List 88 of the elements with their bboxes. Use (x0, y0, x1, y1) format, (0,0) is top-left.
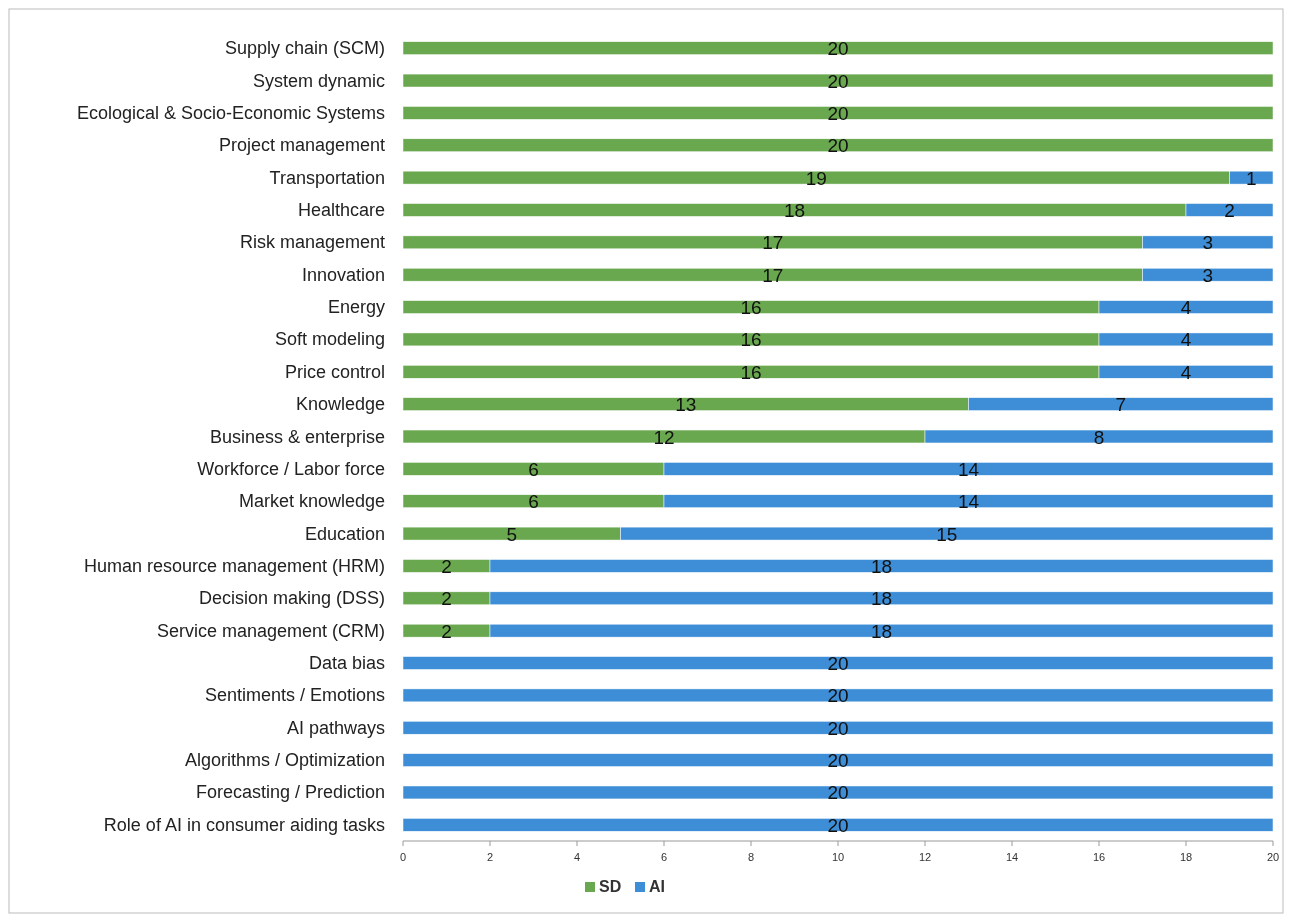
data-label: 6 (528, 458, 539, 480)
data-label: 1 (1245, 167, 1257, 189)
y-tick-label: Price control (284, 361, 385, 382)
data-label: 17 (762, 264, 784, 286)
data-label: 4 (1180, 297, 1192, 319)
x-tick-label: 10 (831, 851, 845, 863)
bar (402, 785, 1274, 800)
data-label: 4 (1180, 329, 1192, 351)
x-tick-label: 16 (1092, 851, 1106, 863)
data-label: 7 (1115, 394, 1127, 416)
y-tick-label: Sentiments / Emotions (204, 685, 385, 706)
y-tick-label: Risk management (239, 232, 385, 253)
data-label: 20 (827, 782, 849, 804)
y-tick-label: Energy (327, 297, 385, 318)
data-label: 8 (1093, 426, 1105, 448)
y-tick-label: Business & enterprise (209, 426, 385, 447)
y-tick-label: Human resource management (HRM) (83, 555, 385, 576)
data-label: 15 (936, 523, 958, 545)
data-label: 20 (827, 102, 849, 124)
y-tick-label: Decision making (DSS) (198, 588, 385, 609)
data-label: 20 (827, 717, 849, 739)
bar (402, 818, 1274, 832)
y-tick-label: Supply chain (SCM) (224, 38, 385, 59)
x-tick-label: 14 (1005, 851, 1019, 863)
bar (402, 656, 1274, 670)
data-label: 14 (957, 458, 980, 480)
x-tick-label: 0 (399, 851, 407, 863)
bar (402, 106, 1274, 120)
data-label: 16 (740, 329, 762, 351)
data-label: 20 (827, 814, 849, 836)
y-tick-label: Transportation (269, 167, 385, 188)
data-label: 20 (827, 70, 849, 92)
y-tick-label: Project management (218, 135, 385, 156)
x-tick-label: 6 (660, 851, 668, 863)
y-tick-label: System dynamic (252, 70, 385, 91)
y-tick-label: Role of AI in consumer aiding tasks (103, 814, 385, 835)
bar (402, 688, 1274, 703)
y-tick-label: Market knowledge (238, 491, 385, 512)
x-tick-label: 8 (747, 851, 755, 863)
y-tick-label: Healthcare (297, 199, 385, 220)
x-tick-label: 4 (573, 851, 581, 863)
data-label: 20 (827, 38, 849, 60)
x-tick-label: 2 (486, 851, 494, 863)
y-tick-label: AI pathways (286, 717, 385, 738)
data-label: 4 (1180, 361, 1192, 383)
data-label: 13 (675, 394, 697, 416)
y-tick-label: Forecasting / Prediction (195, 782, 385, 803)
bar (402, 721, 1274, 735)
data-label: 20 (827, 135, 849, 157)
data-label: 12 (653, 426, 675, 448)
y-tick-label: Algorithms / Optimization (184, 750, 385, 771)
data-label: 2 (441, 588, 452, 610)
y-tick-label: Knowledge (295, 394, 385, 415)
y-tick-label: Data bias (308, 653, 385, 674)
data-label: 19 (805, 167, 827, 189)
x-tick-label: 20 (1266, 851, 1280, 863)
data-label: 2 (1224, 199, 1235, 221)
data-label: 20 (827, 653, 849, 675)
y-tick-label: Education (304, 523, 385, 544)
data-label: 16 (740, 361, 762, 383)
data-label: 17 (762, 232, 784, 254)
bar (402, 41, 1274, 55)
data-label: 18 (870, 555, 893, 577)
x-tick-label: 18 (1179, 851, 1193, 863)
y-tick-label: Workforce / Labor force (197, 458, 385, 479)
data-label: 6 (528, 491, 539, 513)
data-label: 20 (827, 685, 849, 707)
data-label: 5 (506, 523, 518, 545)
data-label: 2 (441, 620, 452, 642)
x-tick-label: 12 (918, 851, 932, 863)
bar (402, 73, 1274, 88)
data-label: 16 (740, 297, 762, 319)
bar (402, 753, 1274, 767)
bar (402, 138, 1274, 152)
y-tick-label: Ecological & Socio-Economic Systems (76, 102, 385, 123)
data-label: 3 (1202, 264, 1214, 286)
data-label: 18 (783, 199, 806, 221)
data-label: 20 (827, 750, 849, 772)
y-tick-label: Innovation (301, 264, 385, 285)
y-tick-label: Soft modeling (274, 329, 385, 350)
data-label: 3 (1202, 232, 1214, 254)
y-tick-label: Service management (CRM) (156, 620, 385, 641)
data-label: 14 (957, 491, 980, 513)
data-label: 18 (870, 588, 893, 610)
legend-label: AI (649, 878, 665, 895)
data-label: 18 (870, 620, 893, 642)
legend-label: SD (599, 878, 622, 895)
data-label: 2 (441, 555, 452, 577)
